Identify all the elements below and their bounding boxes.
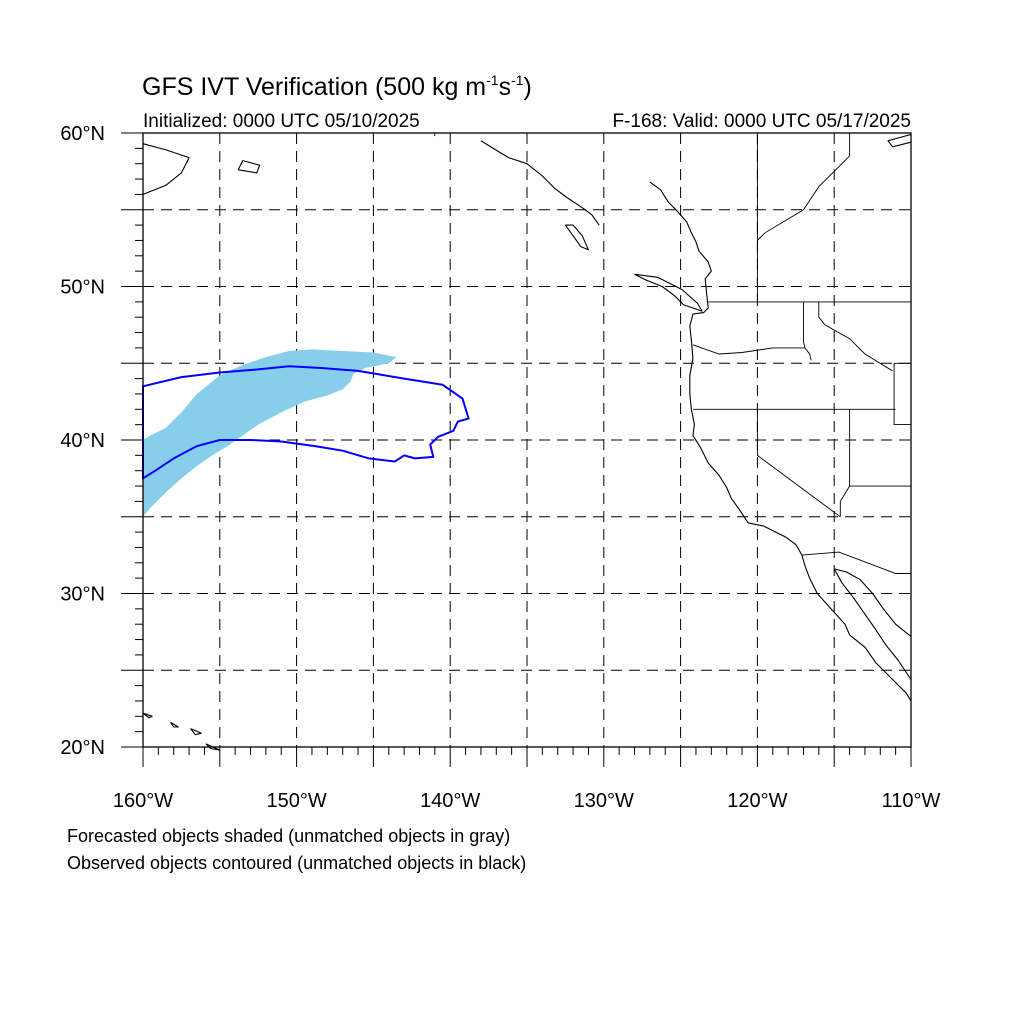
coastline-segment	[649, 181, 912, 702]
boundary-line	[818, 301, 893, 372]
lat-tick-label: 20°N	[60, 737, 105, 759]
boundary-line	[893, 363, 911, 426]
coastline-segment	[170, 721, 179, 728]
lat-tick-label: 60°N	[60, 123, 105, 145]
coastline-segment	[833, 568, 912, 680]
observed-object-contour	[142, 365, 470, 480]
title-text: GFS IVT Verification (500 kg m	[142, 73, 487, 101]
coastline-segment	[480, 140, 600, 226]
lat-tick-label: 50°N	[60, 277, 105, 299]
coastline-segment	[237, 160, 261, 174]
coastline-segment	[887, 133, 912, 148]
lat-tick-label: 30°N	[60, 584, 105, 606]
boundary-line	[756, 409, 841, 518]
coastline-segment	[142, 143, 190, 195]
political-boundaries	[434, 133, 911, 574]
title-exponent-2: -1	[511, 72, 524, 88]
title-suffix: )	[523, 73, 532, 101]
boundary-line	[757, 133, 851, 241]
axis-labels: 20°N 30°N 40°N 50°N 60°N 160°W 150°W 140°W 130°W…	[60, 123, 940, 812]
forecast-note: Forecasted objects shaded (unmatched obj…	[67, 826, 511, 846]
observed-objects	[142, 365, 470, 480]
forecast-object-shaded	[143, 349, 397, 517]
lon-tick-label: 130°W	[574, 790, 634, 812]
figure-title: GFS IVT Verification (500 kg m-1s-1)	[142, 72, 532, 102]
coastline-segment	[634, 273, 703, 312]
lon-tick-label: 150°W	[266, 790, 326, 812]
lat-tick-label: 40°N	[60, 430, 105, 452]
coastlines	[142, 133, 912, 751]
initialized-label: Initialized: 0000 UTC 05/10/2025	[143, 111, 420, 132]
forecast-objects	[143, 349, 397, 517]
lon-tick-label: 160°W	[113, 790, 173, 812]
coastline-segment	[190, 728, 202, 736]
title-exponent-1: -1	[486, 72, 499, 88]
axis-ticks	[121, 132, 912, 767]
title-unit-s: s	[498, 73, 512, 101]
coastline-segment	[834, 568, 912, 637]
boundary-line	[839, 409, 851, 517]
valid-time-label: F-168: Valid: 0000 UTC 05/17/2025	[612, 111, 911, 132]
boundary-line	[803, 301, 812, 361]
boundary-line	[801, 551, 911, 574]
lon-tick-label: 110°W	[882, 790, 941, 812]
boundary-line	[692, 344, 805, 355]
lon-tick-label: 140°W	[420, 790, 480, 812]
lon-tick-label: 120°W	[727, 790, 787, 812]
coastline-segment	[142, 712, 153, 719]
coastline-segment	[564, 224, 589, 251]
observed-note: Observed objects contoured (unmatched ob…	[67, 853, 527, 873]
